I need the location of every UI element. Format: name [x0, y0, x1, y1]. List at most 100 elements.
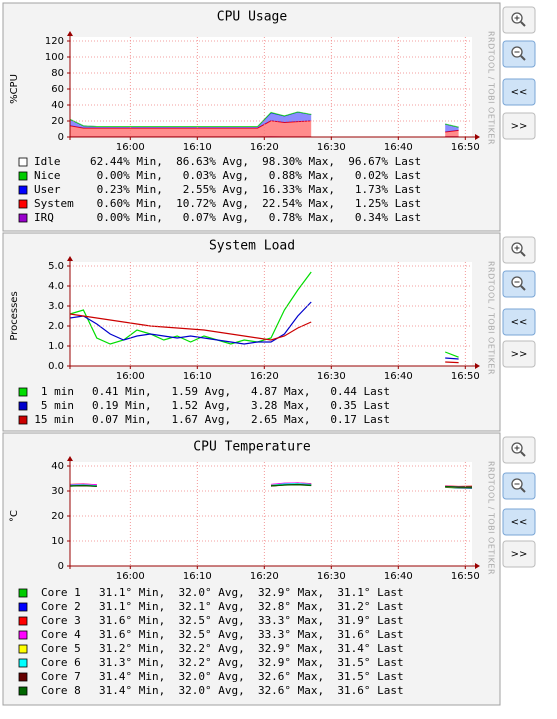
legend-stats: 31.6° Min, 32.5° Avg, 33.3° Max, 31.9° L…	[99, 614, 404, 627]
legend-swatch	[19, 673, 27, 681]
button-label: <<	[511, 87, 528, 98]
legend-label: 1 min	[41, 385, 74, 398]
x-tick-label: 16:20	[250, 571, 279, 582]
legend-stats: 0.19 Min, 1.52 Avg, 3.28 Max, 0.35 Last	[92, 399, 390, 412]
legend-stats: 0.00% Min, 0.07% Avg, 0.78% Max, 0.34% L…	[90, 211, 421, 224]
x-tick-label: 16:10	[183, 371, 212, 382]
legend-label: Core 2	[41, 600, 81, 613]
legend-label: 5 min	[41, 399, 74, 412]
zoom-in-button[interactable]	[503, 7, 535, 33]
legend-stats: 31.1° Min, 32.1° Avg, 32.8° Max, 31.2° L…	[99, 600, 404, 613]
legend-stats: 0.23% Min, 2.55% Avg, 16.33% Max, 1.73% …	[90, 183, 421, 196]
legend-swatch	[19, 416, 27, 424]
x-tick-label: 16:30	[317, 371, 346, 382]
x-tick-label: 16:50	[451, 571, 480, 582]
legend-label: Core 8	[41, 684, 81, 697]
x-tick-label: 16:40	[384, 571, 413, 582]
controls: << >> << >> << >>	[503, 7, 535, 567]
forward-button[interactable]: >>	[503, 341, 535, 367]
forward-button[interactable]: >>	[503, 113, 535, 139]
x-tick-label: 16:00	[116, 571, 145, 582]
graph-panel: CPU Usage %CPU RRDTOOL / TOBI OETIKER 0 20 40…	[3, 3, 500, 231]
legend-stats: 31.2° Min, 32.2° Avg, 32.9° Max, 31.4° L…	[99, 642, 404, 655]
legend-stats: 31.3° Min, 32.2° Avg, 32.9° Max, 31.5° L…	[99, 656, 404, 669]
legend-swatch	[19, 388, 27, 396]
y-tick-label: 0	[58, 132, 64, 143]
legend-swatch	[19, 631, 27, 639]
forward-button[interactable]: >>	[503, 541, 535, 567]
legend-label: Core 6	[41, 656, 81, 669]
stacked-area	[445, 57, 458, 127]
y-tick-label: 0.0	[48, 361, 64, 372]
back-button[interactable]: <<	[503, 79, 535, 105]
button-label: >>	[511, 349, 528, 360]
legend-swatch	[19, 158, 27, 166]
legend-swatch	[19, 172, 27, 180]
y-axis-label: °C	[9, 510, 20, 522]
x-tick-label: 16:00	[116, 371, 145, 382]
back-button[interactable]: <<	[503, 309, 535, 335]
y-tick-label: 40	[51, 100, 64, 111]
button-label: >>	[511, 549, 528, 560]
x-tick-label: 16:00	[116, 142, 145, 153]
legend-label: System	[34, 197, 74, 210]
legend-stats: 0.07 Min, 1.67 Avg, 2.65 Max, 0.17 Last	[92, 413, 390, 426]
x-tick-label: 16:40	[384, 371, 413, 382]
x-tick-label: 16:30	[317, 571, 346, 582]
y-tick-label: 4.0	[48, 281, 64, 292]
legend-label: Core 3	[41, 614, 81, 627]
legend-swatch	[19, 186, 27, 194]
x-tick-label: 16:10	[183, 142, 212, 153]
watermark: RRDTOOL / TOBI OETIKER	[487, 261, 496, 375]
legend-swatch	[19, 402, 27, 410]
y-axis-label: %CPU	[9, 74, 20, 104]
x-tick-label: 16:40	[384, 142, 413, 153]
y-tick-label: 120	[45, 36, 64, 47]
legend-swatch	[19, 617, 27, 625]
legend-swatch	[19, 214, 27, 222]
legend-label: Core 1	[41, 586, 81, 599]
x-tick-label: 16:50	[451, 371, 480, 382]
legend-label: Core 5	[41, 642, 81, 655]
legend-stats: 31.1° Min, 32.0° Avg, 32.9° Max, 31.1° L…	[99, 586, 404, 599]
x-tick-label: 16:20	[250, 142, 279, 153]
series-line	[445, 487, 472, 488]
legend-stats: 0.41 Min, 1.59 Avg, 4.87 Max, 0.44 Last	[92, 385, 390, 398]
legend-stats: 31.4° Min, 32.0° Avg, 32.6° Max, 31.6° L…	[99, 684, 404, 697]
zoom-in-button[interactable]	[503, 437, 535, 463]
y-tick-label: 1.0	[48, 341, 64, 352]
legend-swatch	[19, 200, 27, 208]
legend-label: Core 4	[41, 628, 81, 641]
x-tick-label: 16:30	[317, 142, 346, 153]
chart-title: CPU Usage	[217, 10, 288, 25]
button-label: <<	[511, 517, 528, 528]
button-label: <<	[511, 317, 528, 328]
y-tick-label: 20	[51, 511, 64, 522]
y-tick-label: 100	[45, 52, 64, 63]
legend-stats: 0.60% Min, 10.72% Avg, 22.54% Max, 1.25%…	[90, 197, 421, 210]
legend-stats: 0.00% Min, 0.03% Avg, 0.88% Max, 0.02% L…	[90, 169, 421, 182]
legend-stats: 31.6° Min, 32.5° Avg, 33.3° Max, 31.6° L…	[99, 628, 404, 641]
back-button[interactable]: <<	[503, 509, 535, 535]
y-tick-label: 60	[51, 84, 64, 95]
y-tick-label: 5.0	[48, 261, 64, 272]
legend-label: Idle	[34, 155, 61, 168]
y-tick-label: 2.0	[48, 321, 64, 332]
legend-swatch	[19, 659, 27, 667]
legend-swatch	[19, 603, 27, 611]
zoom-out-button[interactable]	[503, 41, 535, 67]
zoom-out-button[interactable]	[503, 473, 535, 499]
y-tick-label: 20	[51, 116, 64, 127]
series-line	[445, 362, 458, 363]
legend-stats: 62.44% Min, 86.63% Avg, 98.30% Max, 96.6…	[90, 155, 421, 168]
zoom-in-button[interactable]	[503, 237, 535, 263]
zoom-out-button[interactable]	[503, 271, 535, 297]
watermark: RRDTOOL / TOBI OETIKER	[487, 31, 496, 145]
y-tick-label: 3.0	[48, 301, 64, 312]
legend-label: Nice	[34, 169, 61, 182]
y-tick-label: 40	[51, 461, 64, 472]
legend-swatch	[19, 589, 27, 597]
legend-label: 15 min	[34, 413, 74, 426]
